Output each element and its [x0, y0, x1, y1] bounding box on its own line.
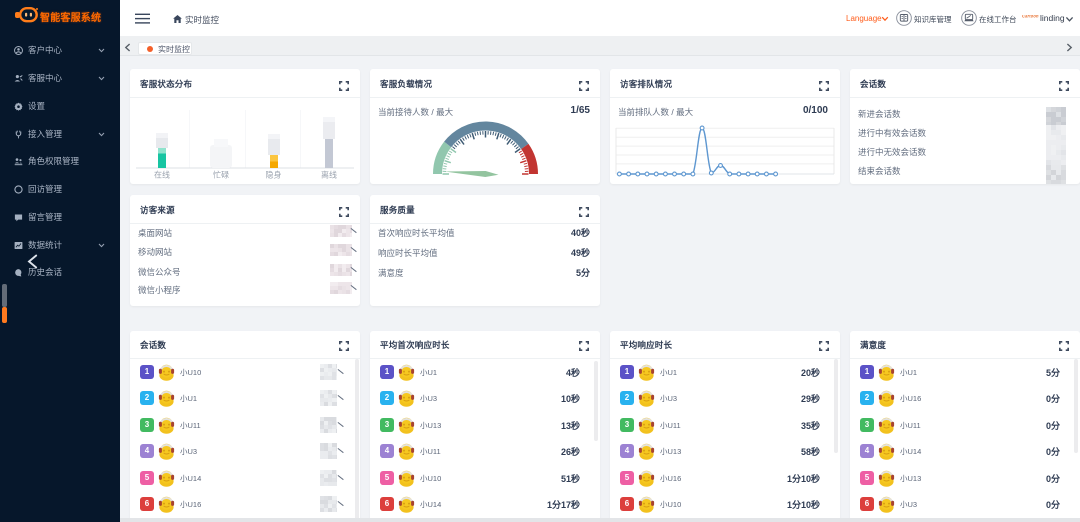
svg-text:在线: 在线: [154, 170, 170, 180]
svg-text:忙碌: 忙碌: [213, 170, 229, 180]
svg-text:隐身: 隐身: [266, 170, 282, 180]
svg-text:离线: 离线: [321, 170, 337, 180]
